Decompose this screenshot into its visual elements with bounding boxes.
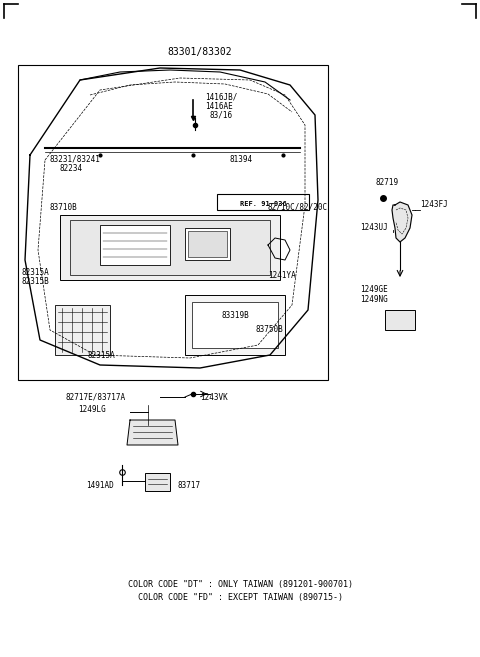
Text: 1241YA: 1241YA (268, 271, 296, 280)
Text: 82719: 82719 (375, 178, 398, 187)
Text: 1416JB/: 1416JB/ (205, 93, 238, 102)
FancyBboxPatch shape (217, 194, 309, 210)
Bar (185, 228, 230, 260)
Text: 82315A: 82315A (88, 351, 116, 360)
Bar (100, 225, 170, 265)
Text: 82315B: 82315B (22, 277, 50, 286)
Bar (385, 310, 415, 330)
Text: 83717: 83717 (178, 481, 201, 490)
Text: 1243FJ: 1243FJ (420, 200, 448, 209)
Bar (192, 302, 278, 348)
Text: 83710B: 83710B (50, 203, 78, 212)
Bar (60, 215, 280, 280)
Text: 82315A: 82315A (22, 268, 50, 277)
Text: 82234: 82234 (60, 164, 83, 173)
Text: 81394: 81394 (230, 155, 253, 164)
Text: 83231/83241: 83231/83241 (50, 155, 101, 164)
Text: 1243UJ: 1243UJ (360, 223, 388, 232)
Text: REF. 91-936: REF. 91-936 (240, 201, 287, 207)
Text: 83301/83302: 83301/83302 (168, 47, 232, 57)
Text: 82/10C/82/20C: 82/10C/82/20C (268, 203, 328, 212)
Polygon shape (392, 202, 412, 242)
Text: COLOR CODE "DT" : ONLY TAIWAN (891201-900701): COLOR CODE "DT" : ONLY TAIWAN (891201-90… (128, 580, 352, 589)
Text: 1249NG: 1249NG (360, 295, 388, 304)
Text: 1416AE: 1416AE (205, 102, 233, 111)
Text: 82717E/83717A: 82717E/83717A (65, 393, 125, 402)
Text: 1249GE: 1249GE (360, 285, 388, 294)
Polygon shape (127, 420, 178, 445)
Text: 83/16: 83/16 (210, 111, 233, 120)
Bar (185, 295, 285, 355)
Bar (70, 220, 270, 275)
Bar (188, 231, 227, 257)
Bar (145, 473, 170, 491)
Text: 1491AD: 1491AD (86, 481, 114, 490)
Text: 1249LG: 1249LG (78, 405, 106, 414)
Text: 83750B: 83750B (255, 325, 283, 334)
Text: COLOR CODE "FD" : EXCEPT TAIWAN (890715-): COLOR CODE "FD" : EXCEPT TAIWAN (890715-… (137, 593, 343, 602)
Bar (18, 65, 328, 380)
Bar (55, 305, 110, 355)
Text: 83319B: 83319B (222, 311, 250, 320)
Text: 1243VK: 1243VK (200, 393, 228, 402)
